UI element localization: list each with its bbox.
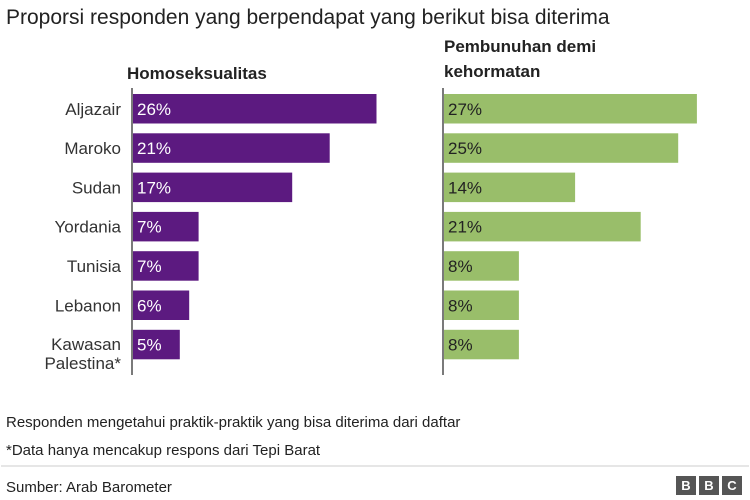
- bar-pembunuhan-demi-kehormatan-maroko: [444, 133, 679, 163]
- panel-pembunuhan-demi-kehormatan: Pembunuhan demi kehormatan: [444, 37, 596, 81]
- value-label-pembunuhan-demi-kehormatan-tunisia: 8%: [448, 257, 473, 276]
- bbc-logo-box: [699, 476, 719, 495]
- value-label-pembunuhan-demi-kehormatan-lebanon: 8%: [448, 296, 473, 315]
- bar-homoseksualitas-aljazair: [133, 94, 377, 124]
- value-label-pembunuhan-demi-kehormatan-kawasan-palestina: 8%: [448, 336, 473, 355]
- category-label-lebanon: Lebanon: [55, 296, 121, 315]
- bbc-logo-letter: B: [704, 478, 713, 493]
- note-west-bank: *Data hanya mencakup respons dari Tepi B…: [6, 442, 321, 459]
- bbc-logo-letter: C: [727, 478, 737, 493]
- bar-pembunuhan-demi-kehormatan-sudan: [444, 172, 576, 203]
- category-label-aljazair: Aljazair: [65, 100, 121, 119]
- bar-homoseksualitas-tunisia: [133, 251, 199, 281]
- source-text: Sumber: Arab Barometer: [6, 479, 172, 496]
- bbc-logo-box: [676, 476, 696, 495]
- value-label-homoseksualitas-lebanon: 6%: [137, 296, 162, 315]
- bbc-logo-letter: B: [681, 478, 690, 493]
- value-label-homoseksualitas-kawasan-palestina: 5%: [137, 336, 162, 355]
- panel-title-pembunuhan-line2: kehormatan: [444, 62, 540, 81]
- bar-pembunuhan-demi-kehormatan-yordania: [444, 211, 641, 242]
- panel-homoseksualitas: Homoseksualitas: [127, 64, 267, 83]
- value-label-pembunuhan-demi-kehormatan-maroko: 25%: [448, 139, 482, 158]
- bar-homoseksualitas-lebanon: [133, 290, 190, 320]
- category-label-yordania: Yordania: [55, 218, 122, 237]
- value-label-homoseksualitas-yordania: 7%: [137, 218, 162, 237]
- bar-homoseksualitas-yordania: [133, 211, 199, 242]
- chart-title: Proporsi responden yang berpendapat yang…: [6, 6, 610, 29]
- panel-title-homoseksualitas: Homoseksualitas: [127, 64, 267, 83]
- value-label-pembunuhan-demi-kehormatan-sudan: 14%: [448, 178, 482, 197]
- note-source-list: Responden mengetahui praktik-praktik yan…: [6, 414, 460, 431]
- bars: 26% 21% 17% 7% 7% 6% 5% 27% 25% 14% 21% 8% 8% 8%: [131, 88, 697, 375]
- category-label-sudan: Sudan: [72, 178, 121, 197]
- category-label-tunisia: Tunisia: [67, 257, 122, 276]
- bar-homoseksualitas-sudan: [133, 172, 293, 203]
- category-labels: Aljazair Maroko Sudan Yordania Tunisia Lebano…: [44, 100, 121, 373]
- bar-pembunuhan-demi-kehormatan-lebanon: [444, 290, 519, 320]
- bar-homoseksualitas-maroko: [133, 133, 330, 163]
- bar-pembunuhan-demi-kehormatan-aljazair: [444, 94, 697, 124]
- value-label-homoseksualitas-maroko: 21%: [137, 139, 171, 158]
- bar-pembunuhan-demi-kehormatan-kawasan-palestina: [444, 329, 519, 360]
- category-label-kawasan-palestina: Kawasan Palestina*: [44, 335, 121, 373]
- value-label-pembunuhan-demi-kehormatan-aljazair: 27%: [448, 100, 482, 119]
- bar-pembunuhan-demi-kehormatan-tunisia: [444, 251, 519, 281]
- value-label-homoseksualitas-aljazair: 26%: [137, 100, 171, 119]
- panel-title-pembunuhan-line1: Pembunuhan demi: [444, 37, 596, 56]
- value-label-homoseksualitas-sudan: 17%: [137, 178, 171, 197]
- category-label-maroko: Maroko: [64, 139, 121, 158]
- value-label-pembunuhan-demi-kehormatan-yordania: 21%: [448, 218, 482, 237]
- bbc-logo-box: [722, 476, 742, 495]
- value-label-homoseksualitas-tunisia: 7%: [137, 257, 162, 276]
- bar-homoseksualitas-kawasan-palestina: [133, 329, 180, 360]
